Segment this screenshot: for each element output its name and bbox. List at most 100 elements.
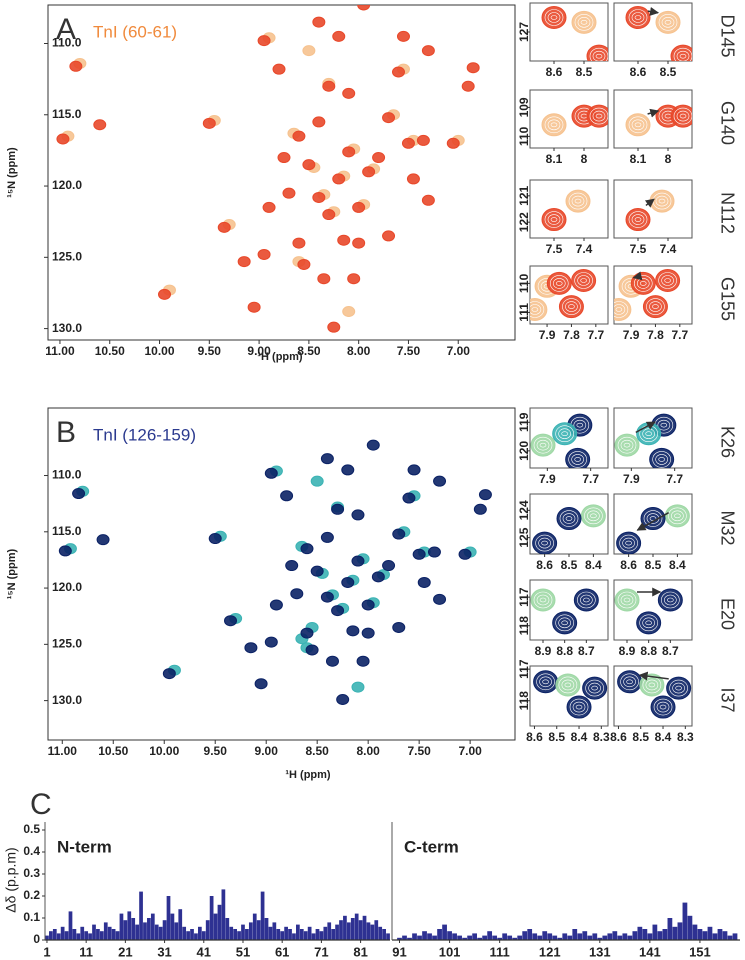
- bar: [225, 918, 230, 940]
- y-axis-label: ¹⁵N (ppm): [6, 147, 18, 198]
- inset-x-tick-label: 8.3: [677, 730, 694, 744]
- inset-x-tick-label: 8.5: [576, 65, 593, 79]
- bar: [143, 922, 147, 940]
- bar: [241, 924, 245, 940]
- contour: [571, 195, 585, 207]
- x-tick-label: 131: [589, 944, 611, 959]
- bar: [602, 935, 608, 940]
- bar: [354, 913, 359, 940]
- bar: [358, 920, 363, 940]
- bar: [627, 935, 633, 940]
- bar: [637, 926, 643, 940]
- peak: [254, 678, 268, 690]
- contour: [659, 704, 667, 710]
- inset-peak: [530, 433, 556, 457]
- bar: [68, 911, 73, 940]
- peak: [461, 80, 475, 92]
- inset-peak: [565, 189, 591, 213]
- y-tick-label: 115.0: [52, 524, 82, 538]
- peak: [392, 621, 406, 633]
- peak: [208, 533, 222, 545]
- inset-x-tick-label: 8.9: [535, 644, 552, 658]
- bar: [612, 931, 618, 940]
- bar: [201, 931, 206, 940]
- bar: [447, 931, 452, 940]
- peak: [72, 488, 86, 500]
- bar: [442, 924, 447, 940]
- x-tick-label: 51: [236, 944, 250, 959]
- x-tick-label: 61: [275, 944, 289, 959]
- contour: [538, 537, 551, 549]
- peak: [341, 464, 355, 476]
- contour: [655, 195, 669, 207]
- contour: [561, 431, 568, 437]
- contour: [656, 701, 670, 713]
- peak: [412, 548, 426, 560]
- peak: [346, 625, 360, 637]
- inset-peak: [657, 588, 683, 612]
- x-tick-label: 10.50: [98, 744, 128, 758]
- inset-x-tick-label: 7.4: [660, 242, 677, 256]
- inset-peak: [625, 6, 651, 29]
- contour: [580, 278, 587, 283]
- peak: [478, 489, 492, 501]
- y-tick-label: 0.5: [23, 822, 40, 836]
- peak: [69, 60, 83, 72]
- peak: [351, 509, 365, 521]
- bar: [477, 937, 483, 940]
- inset-x-tick-label: 8.5: [561, 558, 578, 572]
- inset-peak: [666, 676, 692, 700]
- contour: [631, 214, 645, 225]
- shift-arrow: [638, 671, 669, 681]
- plot-area: [614, 587, 683, 635]
- inset-peak: [655, 10, 681, 34]
- contour: [653, 698, 673, 716]
- bar: [303, 931, 308, 940]
- bar: [692, 924, 698, 940]
- bar: [221, 889, 226, 940]
- bar: [335, 924, 339, 940]
- inset-x-tick-label: 8.6: [630, 65, 647, 79]
- peak: [224, 615, 238, 627]
- bar: [194, 933, 198, 940]
- bar: [557, 937, 563, 940]
- x-tick-label: 9.00: [247, 344, 271, 358]
- inset-peak: [664, 504, 690, 528]
- bar: [260, 891, 265, 940]
- peak: [247, 301, 261, 313]
- bar: [397, 937, 402, 940]
- inset-x-tick-label: 8.8: [640, 644, 657, 658]
- inset-x-tick-label: 7.9: [623, 472, 640, 486]
- plot-area: [533, 670, 608, 719]
- contour: [595, 113, 603, 119]
- bar: [437, 929, 442, 940]
- bar: [139, 891, 143, 940]
- bar: [597, 937, 603, 940]
- peak: [331, 605, 345, 617]
- peak: [351, 681, 365, 693]
- contour: [592, 110, 606, 122]
- inset-y-tick-label: 118: [517, 616, 531, 636]
- contour: [584, 507, 603, 525]
- contour: [658, 457, 665, 462]
- peak: [382, 112, 396, 124]
- bar: [717, 929, 723, 940]
- peak: [312, 16, 326, 28]
- bar: [213, 913, 218, 940]
- contour: [539, 442, 547, 448]
- bar: [296, 924, 300, 940]
- peak: [337, 234, 351, 246]
- contour: [580, 594, 593, 606]
- peak: [285, 560, 299, 572]
- peak: [56, 133, 70, 145]
- bar: [697, 929, 703, 940]
- contour: [547, 12, 561, 23]
- contour: [595, 53, 603, 59]
- peak: [362, 166, 376, 178]
- bar: [432, 935, 437, 940]
- inset-y-tick-label: 118: [517, 691, 531, 711]
- contour: [673, 107, 692, 125]
- peak: [300, 627, 314, 639]
